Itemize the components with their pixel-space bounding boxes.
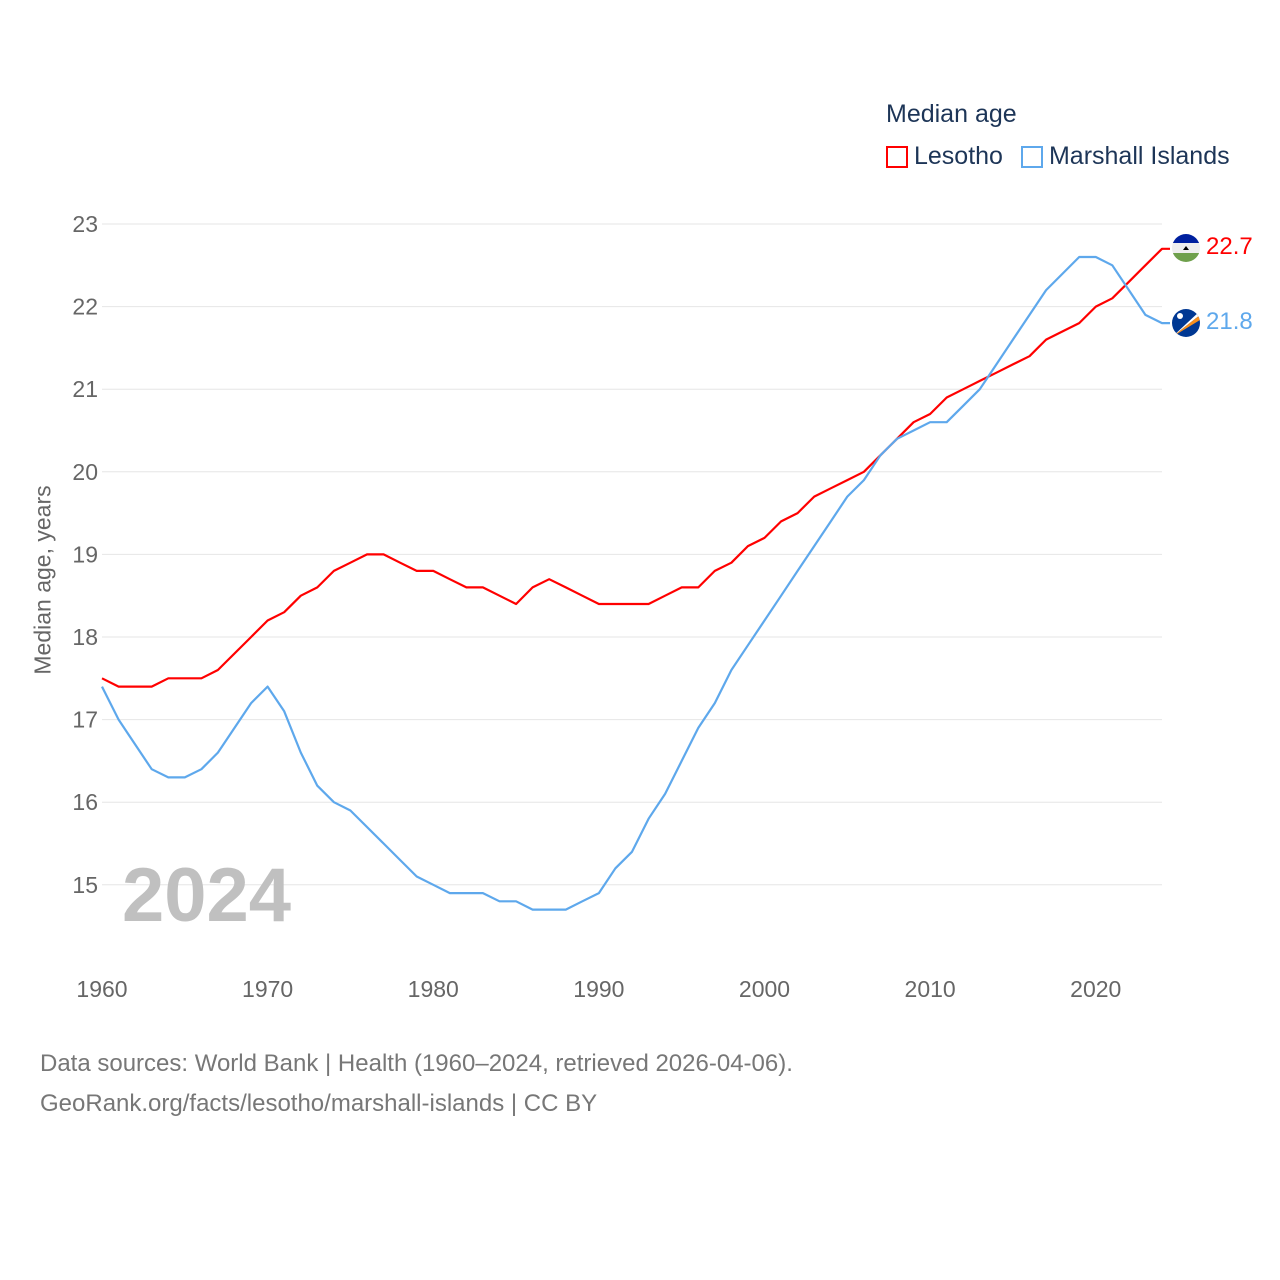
legend: Lesotho Marshall Islands	[886, 142, 1230, 171]
series-line-marshall-islands	[101, 255, 1170, 911]
legend-label: Lesotho	[914, 142, 1003, 170]
x-tick-label: 1990	[573, 976, 624, 1002]
y-tick-label: 16	[72, 789, 98, 815]
series-line-lesotho	[101, 247, 1170, 688]
legend-item-lesotho[interactable]: Lesotho	[886, 142, 1003, 171]
footer: Data sources: World Bank | Health (1960–…	[40, 1044, 793, 1124]
y-tick-label: 21	[72, 376, 98, 402]
x-tick-label: 2010	[905, 976, 956, 1002]
legend-title: Median age	[886, 100, 1017, 128]
legend-label: Marshall Islands	[1048, 142, 1230, 170]
x-tick-label: 1980	[408, 976, 459, 1002]
year-watermark: 2024	[122, 853, 292, 938]
source-link[interactable]: GeoRank.org/facts/lesotho/marshall-islan…	[40, 1090, 598, 1117]
y-tick-label: 19	[72, 541, 98, 567]
legend-item-marshall-islands[interactable]: Marshall Islands	[1020, 142, 1230, 171]
y-tick-label: 20	[72, 459, 98, 485]
y-tick-label: 22	[72, 294, 98, 320]
y-axis-label: Median age, years	[29, 485, 56, 675]
data-source: Data sources: World Bank | Health (1960–…	[40, 1050, 793, 1077]
x-tick-label: 1970	[242, 976, 293, 1002]
end-label-lesotho: 22.7	[1206, 233, 1253, 260]
y-tick-label: 18	[72, 624, 98, 650]
y-tick-label: 23	[72, 211, 98, 237]
legend-swatch-lesotho	[886, 145, 908, 168]
x-tick-label: 2020	[1070, 976, 1121, 1002]
end-label-marshall-islands: 21.8	[1206, 308, 1253, 335]
x-tick-label: 2000	[739, 976, 790, 1002]
x-tick-label: 1960	[76, 976, 127, 1002]
y-tick-label: 17	[72, 707, 98, 733]
y-tick-label: 15	[72, 872, 98, 898]
legend-swatch-marshall-islands	[1020, 145, 1043, 168]
